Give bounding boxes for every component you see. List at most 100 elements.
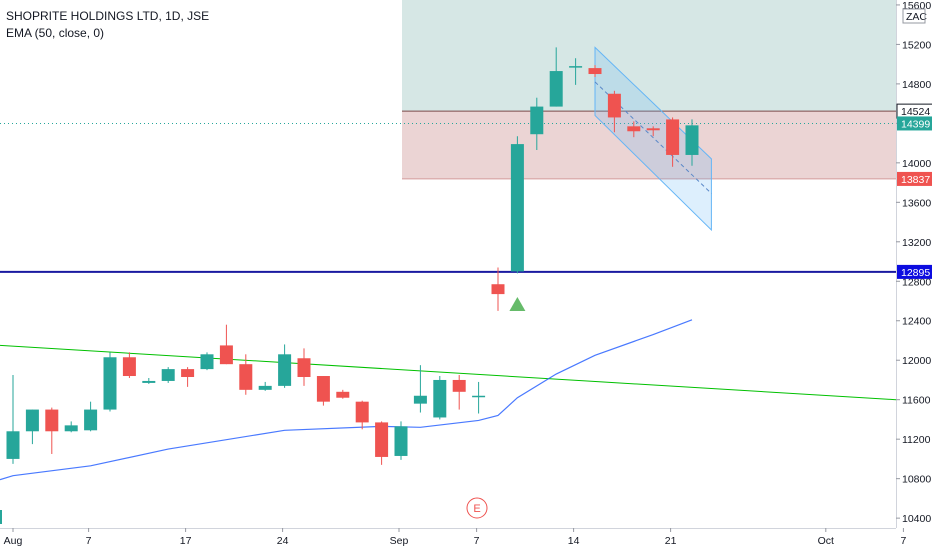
candle-body [510, 144, 524, 272]
y-tick-label: 15200 [902, 39, 931, 51]
y-tick-label: 13200 [902, 237, 931, 249]
candle-body [375, 422, 389, 457]
partial-candle-edge [0, 510, 2, 524]
candle-body [200, 354, 214, 370]
target-zone [402, 0, 896, 112]
candle [375, 421, 389, 465]
candle [433, 376, 447, 420]
candle [569, 58, 583, 85]
y-tick-label: 13600 [902, 197, 931, 209]
x-tick-label: 7 [900, 535, 906, 547]
candle-body [84, 409, 98, 431]
chart-lines [0, 122, 897, 401]
chart-legend: SHOPRITE HOLDINGS LTD, 1D, JSE EMA (50, … [6, 8, 209, 42]
x-tick-label: Sep [390, 535, 409, 547]
buy-signal-arrow [509, 297, 526, 312]
candle-body [394, 426, 408, 456]
candle [84, 401, 98, 432]
price-tag-box [897, 116, 932, 131]
ema-line [0, 319, 693, 481]
candle-body [472, 395, 486, 398]
y-tick-label: 15600 [902, 0, 931, 12]
candle [200, 352, 214, 371]
y-tick-label: 12400 [902, 316, 931, 328]
y-tick-label: 10800 [902, 474, 931, 486]
candle-body [530, 106, 544, 135]
candle-body [103, 357, 117, 410]
candle [239, 354, 253, 395]
price-tag-label: 14399 [901, 118, 930, 130]
candle-body [413, 395, 427, 404]
candle [122, 352, 136, 378]
y-tick-label: 14800 [902, 79, 931, 91]
ema-path [0, 319, 693, 481]
candle-body [278, 354, 292, 386]
candle [6, 375, 20, 464]
candle-body [355, 401, 369, 423]
candle [452, 375, 466, 410]
candle [25, 409, 39, 445]
y-tick-label: 10400 [902, 513, 931, 525]
channel-midline [594, 81, 712, 194]
candle [549, 47, 563, 107]
candle-body [666, 119, 680, 155]
candle-body [549, 71, 563, 107]
candle [103, 352, 117, 412]
x-tick-label: Aug [4, 535, 23, 547]
currency-label: ZAC [906, 11, 927, 23]
candle [510, 136, 524, 274]
candle [161, 367, 175, 383]
earnings-marker [466, 497, 488, 519]
price-tag-label: 13837 [901, 174, 930, 186]
candle-body [491, 284, 505, 295]
candle [297, 348, 311, 386]
markers: E [0, 297, 526, 524]
candle-body [316, 376, 330, 402]
candle [278, 344, 292, 388]
candle-body [297, 358, 311, 378]
candle [491, 267, 505, 311]
stop-zone [402, 111, 896, 179]
trendline [0, 344, 897, 401]
candle [646, 126, 660, 137]
y-tick-label: 11600 [902, 395, 931, 407]
candle [472, 381, 486, 414]
y-tick-label: 12800 [902, 276, 931, 288]
price-tag-box [897, 264, 932, 279]
candle [588, 65, 602, 77]
candle-body [64, 425, 78, 432]
candle-body [219, 345, 233, 365]
candle-body [142, 380, 156, 383]
x-tick-label: Oct [818, 535, 834, 547]
candle-body [588, 68, 602, 75]
y-tick-label: 14000 [902, 158, 931, 170]
candle-body [646, 128, 660, 131]
candle-body [45, 409, 59, 432]
candles [6, 47, 699, 465]
price-tag-box [897, 171, 932, 186]
price-tag: 13837 [897, 171, 932, 186]
price-tag: 14399 [897, 116, 932, 131]
x-tick-label: 17 [180, 535, 192, 547]
candle [316, 376, 330, 406]
candle-body [258, 385, 272, 390]
earnings-label: E [473, 503, 480, 515]
candle [413, 365, 427, 413]
candle-body [122, 357, 136, 377]
price-tag-label: 14524 [901, 106, 930, 118]
y-tick-label: 12000 [902, 355, 931, 367]
candle-body [6, 431, 20, 459]
candle [219, 324, 233, 365]
candle [607, 90, 621, 133]
candle [142, 377, 156, 384]
candle-body [627, 126, 641, 132]
price-tag: 14524 [896, 103, 932, 119]
candle-body [685, 125, 699, 155]
currency-box [902, 8, 926, 24]
indicator-label: EMA (50, close, 0) [6, 26, 105, 40]
candle-body [569, 66, 583, 68]
x-tick-label: 14 [568, 535, 580, 547]
x-tick-label: 24 [277, 535, 289, 547]
